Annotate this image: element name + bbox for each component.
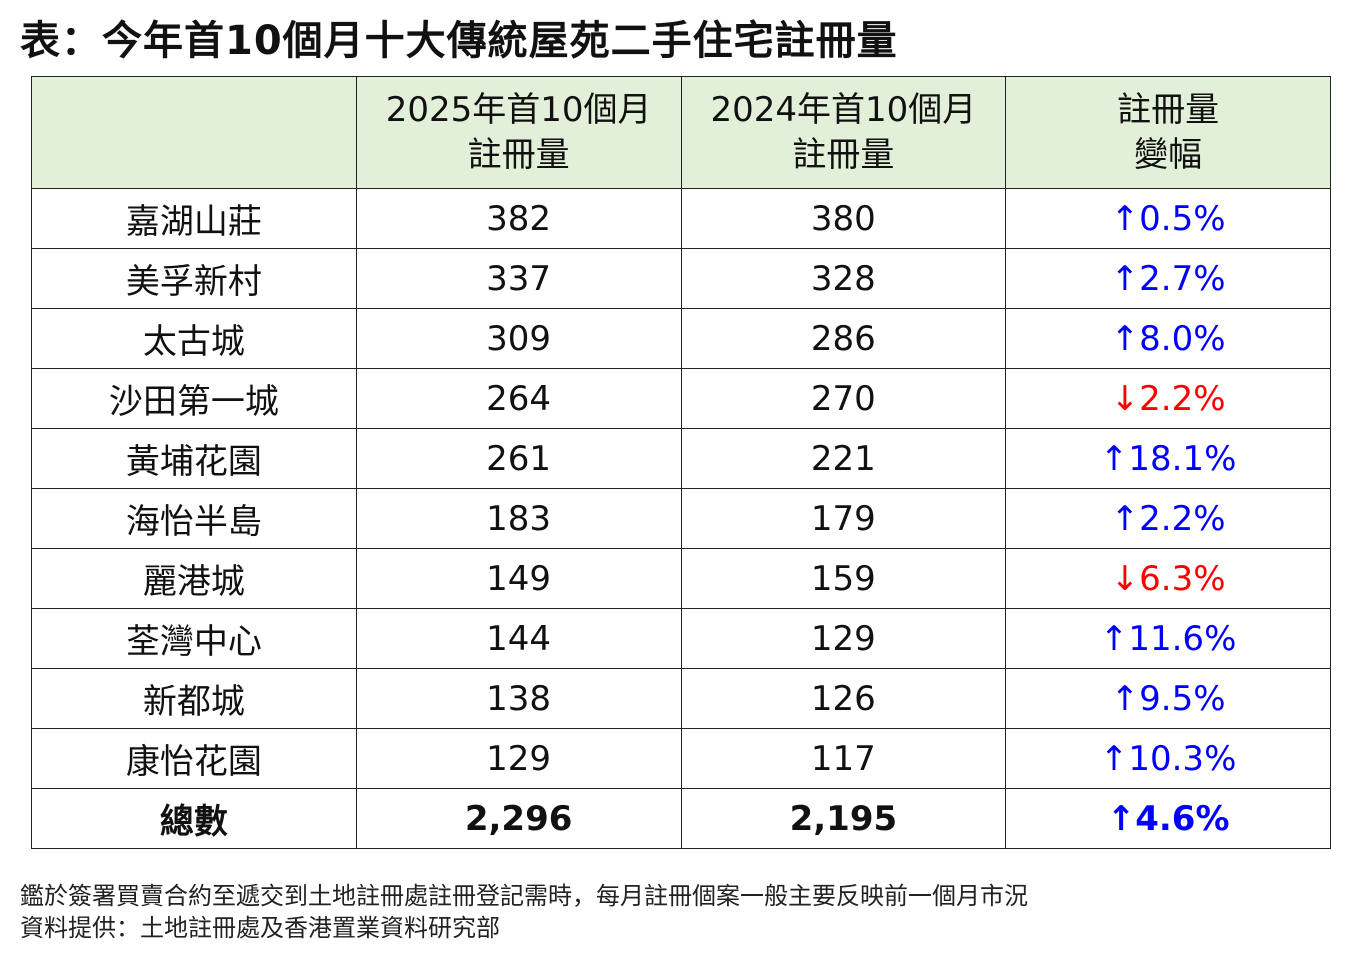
table-row: 新都城 138 126 ↑9.5% xyxy=(31,668,1331,729)
header-2024-line2: 註冊量 xyxy=(792,134,895,175)
header-change: 註冊量 變幅 xyxy=(1005,76,1331,189)
registration-table: 2025年首10個月 註冊量 2024年首10個月 註冊量 註冊量 變幅 嘉湖山莊 38… xyxy=(31,76,1331,849)
change-cell: ↑4.6% xyxy=(1005,788,1331,849)
change-cell: ↓2.2% xyxy=(1005,368,1331,429)
estate-name-cell: 總數 xyxy=(31,788,357,849)
change-cell: ↑10.3% xyxy=(1005,728,1331,789)
footnote-source: 資料提供：土地註冊處及香港置業資料研究部 xyxy=(20,914,500,942)
registrations-2024-cell: 159 xyxy=(680,548,1007,609)
header-2024: 2024年首10個月 註冊量 xyxy=(680,76,1007,189)
change-cell: ↑0.5% xyxy=(1005,188,1331,249)
registrations-2025-cell: 2,296 xyxy=(355,788,682,849)
table-row: 麗港城 149 159 ↓6.3% xyxy=(31,548,1331,609)
registrations-2024-cell: 2,195 xyxy=(680,788,1007,849)
registrations-2024-cell: 126 xyxy=(680,668,1007,729)
header-2025-line1: 2025年首10個月 xyxy=(385,89,652,130)
registrations-2024-cell: 179 xyxy=(680,488,1007,549)
total-row: 總數 2,296 2,195 ↑4.6% xyxy=(31,788,1331,849)
registrations-2025-cell: 144 xyxy=(355,608,682,669)
table-header-row: 2025年首10個月 註冊量 2024年首10個月 註冊量 註冊量 變幅 xyxy=(31,76,1331,189)
header-2025-line2: 註冊量 xyxy=(467,134,570,175)
change-cell: ↓6.3% xyxy=(1005,548,1331,609)
change-cell: ↑2.7% xyxy=(1005,248,1331,309)
change-cell: ↑11.6% xyxy=(1005,608,1331,669)
estate-name-cell: 太古城 xyxy=(31,308,357,369)
header-change-line1: 註冊量 xyxy=(1117,89,1220,130)
registrations-2025-cell: 149 xyxy=(355,548,682,609)
registrations-2025-cell: 382 xyxy=(355,188,682,249)
registrations-2024-cell: 129 xyxy=(680,608,1007,669)
registrations-2024-cell: 328 xyxy=(680,248,1007,309)
estate-name-cell: 麗港城 xyxy=(31,548,357,609)
registrations-2025-cell: 309 xyxy=(355,308,682,369)
footnote-timing: 鑑於簽署買賣合約至遞交到土地註冊處註冊登記需時，每月註冊個案一般主要反映前一個月… xyxy=(20,882,1028,910)
registrations-2025-cell: 337 xyxy=(355,248,682,309)
table-row: 康怡花園 129 117 ↑10.3% xyxy=(31,728,1331,789)
table-row: 海怡半島 183 179 ↑2.2% xyxy=(31,488,1331,549)
page-title: 表：今年首10個月十大傳統屋苑二手住宅註冊量 xyxy=(20,18,898,64)
change-cell: ↑9.5% xyxy=(1005,668,1331,729)
table-row: 太古城 309 286 ↑8.0% xyxy=(31,308,1331,369)
registrations-2024-cell: 221 xyxy=(680,428,1007,489)
registrations-2025-cell: 138 xyxy=(355,668,682,729)
estate-name-cell: 康怡花園 xyxy=(31,728,357,789)
estate-name-cell: 嘉湖山莊 xyxy=(31,188,357,249)
registrations-2024-cell: 117 xyxy=(680,728,1007,789)
table-row: 沙田第一城 264 270 ↓2.2% xyxy=(31,368,1331,429)
header-blank xyxy=(31,76,357,189)
change-cell: ↑8.0% xyxy=(1005,308,1331,369)
change-cell: ↑18.1% xyxy=(1005,428,1331,489)
footnotes: 鑑於簽署買賣合約至遞交到土地註冊處註冊登記需時，每月註冊個案一般主要反映前一個月… xyxy=(20,880,1028,944)
registrations-2025-cell: 183 xyxy=(355,488,682,549)
registrations-2024-cell: 286 xyxy=(680,308,1007,369)
registrations-2025-cell: 129 xyxy=(355,728,682,789)
change-cell: ↑2.2% xyxy=(1005,488,1331,549)
table-row: 黃埔花園 261 221 ↑18.1% xyxy=(31,428,1331,489)
estate-name-cell: 沙田第一城 xyxy=(31,368,357,429)
estate-name-cell: 新都城 xyxy=(31,668,357,729)
registrations-2025-cell: 264 xyxy=(355,368,682,429)
header-change-line2: 變幅 xyxy=(1134,134,1203,175)
table-row: 美孚新村 337 328 ↑2.7% xyxy=(31,248,1331,309)
estate-name-cell: 海怡半島 xyxy=(31,488,357,549)
estate-name-cell: 黃埔花園 xyxy=(31,428,357,489)
registrations-2024-cell: 380 xyxy=(680,188,1007,249)
estate-name-cell: 美孚新村 xyxy=(31,248,357,309)
table-row: 荃灣中心 144 129 ↑11.6% xyxy=(31,608,1331,669)
header-2025: 2025年首10個月 註冊量 xyxy=(355,76,682,189)
registrations-2024-cell: 270 xyxy=(680,368,1007,429)
estate-name-cell: 荃灣中心 xyxy=(31,608,357,669)
registrations-2025-cell: 261 xyxy=(355,428,682,489)
header-2024-line1: 2024年首10個月 xyxy=(710,89,977,130)
table-row: 嘉湖山莊 382 380 ↑0.5% xyxy=(31,188,1331,249)
